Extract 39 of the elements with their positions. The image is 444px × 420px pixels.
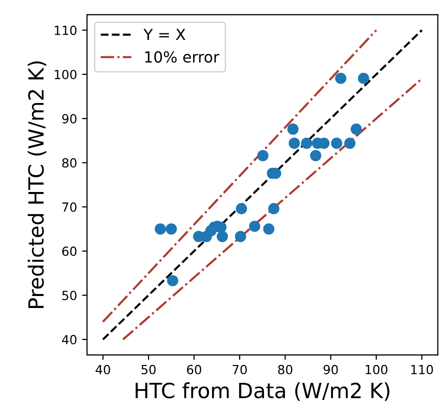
y-tick-label: 100 [54, 70, 76, 80]
point [166, 223, 177, 235]
y-tick-label: 60 [62, 246, 76, 256]
x-tick-label: 110 [411, 364, 433, 374]
point [331, 138, 342, 149]
point [268, 203, 280, 214]
point [263, 223, 274, 235]
legend-label: 10% error [145, 51, 220, 63]
point [234, 230, 246, 242]
x-tick-label: 60 [186, 364, 202, 374]
point [249, 220, 260, 232]
x-tick-label: 70 [232, 364, 247, 374]
point [216, 230, 228, 242]
point [300, 138, 312, 149]
y-tick-label: 90 [62, 114, 76, 124]
y-tick-label: 80 [62, 158, 76, 168]
point [167, 275, 178, 286]
point [335, 72, 346, 84]
point [154, 223, 166, 235]
x-tick-label: 80 [278, 364, 292, 374]
point [310, 150, 322, 162]
x-tick-label: 100 [366, 364, 388, 374]
legend-label: Y = X [144, 28, 186, 40]
point [288, 138, 300, 149]
x-tick-label: 50 [142, 364, 156, 374]
y-tick-label: 50 [62, 290, 76, 300]
y-tick-label: 70 [62, 202, 76, 212]
x-axis-title: HTC from Data (W/m2 K) [136, 382, 390, 401]
point [358, 72, 370, 84]
point [236, 203, 248, 214]
y-tick-label: 40 [62, 334, 76, 344]
x-tick-label: 40 [96, 364, 110, 374]
y-tick-label: 110 [54, 26, 76, 36]
y-axis-title: Predicted HTC (W/m2 K) [28, 61, 46, 308]
x-tick-label: 90 [324, 364, 338, 374]
point [344, 138, 356, 149]
point [350, 124, 362, 135]
point [287, 124, 299, 135]
point [257, 150, 268, 162]
